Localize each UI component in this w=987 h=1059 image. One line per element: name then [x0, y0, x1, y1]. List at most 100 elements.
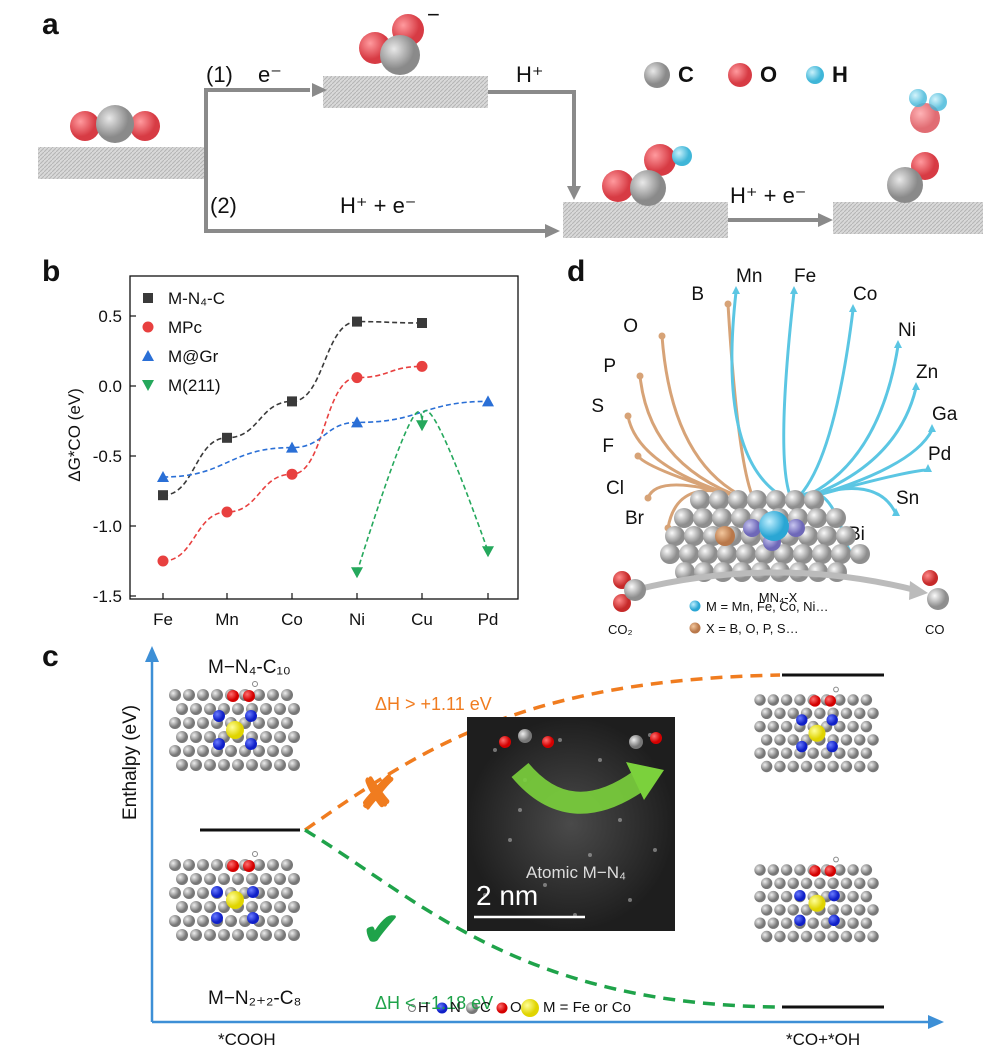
carbon-atom	[197, 859, 209, 871]
surface-cooh	[563, 202, 728, 238]
oxygen-atom	[243, 860, 255, 872]
reaction-arrows	[204, 88, 820, 233]
carbon-atom	[288, 731, 300, 743]
m-arc-head-pd	[924, 464, 932, 472]
carbon-atom	[183, 887, 195, 899]
series-line-1	[162, 365, 423, 562]
substrate-atom	[690, 490, 710, 510]
carbon-atom	[780, 720, 793, 733]
substrate-atom	[793, 544, 813, 564]
carbon-atom	[169, 915, 181, 927]
carbon-atom	[232, 873, 244, 885]
carbon-atom	[176, 731, 188, 743]
point-0-mn	[222, 432, 232, 443]
co2-anion-molecule	[359, 14, 424, 75]
carbon-atom	[847, 917, 859, 929]
carbon-atom	[169, 717, 181, 729]
m-arc-head-ni	[894, 340, 902, 348]
electron-label: e⁻	[258, 62, 282, 87]
carbon-atom	[840, 930, 853, 943]
cross-mark-icon: ✘	[358, 767, 397, 819]
oxygen-atom	[227, 690, 239, 702]
carbon-atom	[176, 703, 188, 715]
carbon-atom	[827, 904, 839, 916]
structure-co-oh-n4	[754, 686, 879, 773]
substrate-atom	[817, 526, 837, 546]
point-1-fe	[157, 555, 169, 567]
metal-atom	[226, 891, 244, 909]
n-atom	[743, 519, 761, 537]
carbon-atom	[211, 859, 223, 871]
carbon-atom	[760, 707, 773, 719]
carbon-atom	[767, 890, 779, 903]
carbon-atom	[780, 917, 793, 929]
x-element-cl: Cl	[606, 478, 624, 499]
carbon-atom	[787, 734, 799, 746]
x-start-label: *COOH	[218, 1030, 276, 1049]
m-arc-head-ga	[928, 424, 936, 432]
hydrogen-atom	[833, 686, 839, 693]
m-element-pd: Pd	[928, 444, 951, 465]
carbon-atom	[767, 694, 779, 706]
n-atom	[787, 519, 805, 537]
point-3-cu	[416, 420, 428, 432]
nitrogen-atom	[245, 710, 257, 722]
m-arc-head-fe	[790, 286, 798, 294]
carbon-atom	[246, 759, 258, 771]
m-arc-fe	[782, 291, 796, 503]
x-arc-end-f	[634, 452, 642, 460]
carbon-atom	[787, 904, 799, 916]
legend-marker-0	[143, 293, 153, 303]
conversion-arc-head	[909, 581, 928, 600]
nitrogen-atom	[796, 740, 808, 753]
panel-b-letter: b	[42, 255, 61, 288]
struct-bottom-label: M−N₂₊₂-C₈	[208, 988, 302, 1009]
x-element-p: P	[603, 356, 616, 377]
x-tick-label-mn: Mn	[215, 610, 239, 629]
carbon-atom	[204, 929, 216, 941]
panel-a-diagram	[38, 14, 983, 238]
legend-label-0: M-N₄-C	[168, 289, 225, 308]
carbon-atom	[288, 929, 300, 941]
carbon-atom	[281, 859, 293, 871]
substrate-atom	[679, 544, 699, 564]
carbon-atom	[840, 734, 853, 746]
substrate-atom	[850, 544, 870, 564]
x-legend-dot	[689, 622, 701, 634]
carbon-atom	[274, 873, 286, 885]
oxygen-atom	[809, 865, 821, 877]
carbon-atom	[760, 760, 773, 773]
point-0-fe	[158, 490, 168, 501]
x-tick-label-pd: Pd	[478, 610, 499, 629]
carbon-atom	[211, 689, 223, 701]
m-arc-head-sn	[892, 508, 900, 516]
legend-n: N	[450, 999, 461, 1016]
co-h2o-final	[887, 89, 947, 203]
x-arc-end-cl	[644, 494, 652, 502]
substrate-atom	[698, 544, 718, 564]
carbon-atom	[754, 720, 766, 733]
m-legend-dot	[689, 600, 701, 612]
carbon-atom	[232, 759, 244, 771]
carbon-atom	[274, 901, 286, 913]
carbon-atom	[197, 915, 209, 927]
pcet-label-2: H⁺ + e⁻	[730, 183, 807, 208]
carbon-atom	[854, 734, 866, 746]
point-0-cu	[417, 318, 427, 328]
carbon-atom	[854, 904, 866, 916]
carbon-atom	[176, 929, 188, 941]
carbon-atom	[176, 873, 188, 885]
x-tick-label-fe: Fe	[153, 610, 173, 629]
x-tick-label-ni: Ni	[349, 610, 365, 629]
carbon-atom	[274, 703, 286, 715]
carbon-atom	[253, 717, 265, 729]
carbon-atom	[780, 747, 793, 759]
carbon-atom	[183, 859, 195, 871]
substrate-atom	[766, 490, 786, 510]
m-definition: M = Mn, Fe, Co, Ni…	[706, 599, 828, 614]
carbon-atom	[780, 890, 793, 903]
carbon-atom	[288, 703, 300, 715]
carbon-atom	[787, 877, 799, 889]
carbon-atom	[232, 929, 244, 941]
nitrogen-atom	[213, 738, 225, 750]
